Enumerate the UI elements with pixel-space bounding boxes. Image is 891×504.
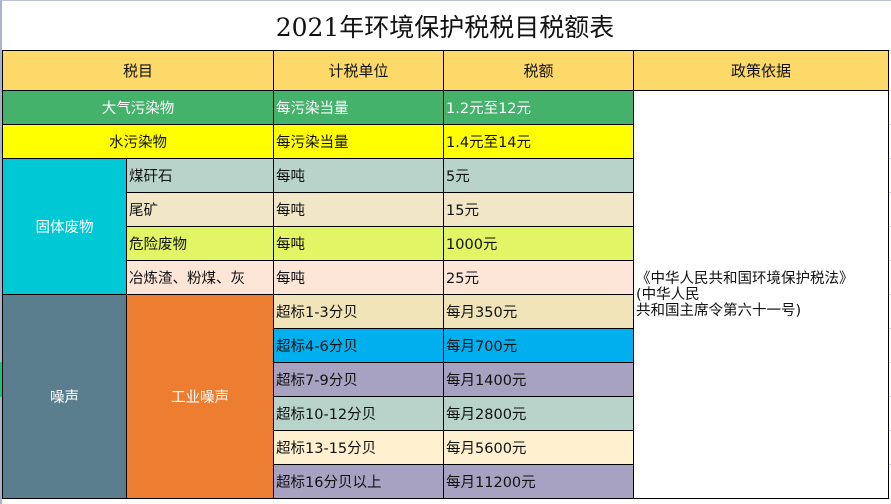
policy-line-3: 共和国主席令第六十一号) xyxy=(636,302,802,319)
header-row: 税目 计税单位 税额 政策依据 xyxy=(1,50,890,91)
amount-cell[interactable]: 每月700元 xyxy=(443,328,635,363)
group-cell-solid[interactable]: 固体废物 xyxy=(2,158,127,295)
group-cell-noise[interactable]: 噪声 xyxy=(2,294,127,499)
item-cell[interactable]: 危险废物 xyxy=(125,226,275,261)
amount-cell-air[interactable]: 1.2元至12元 xyxy=(443,90,635,125)
subgroup-cell-industrial-noise[interactable]: 工业噪声 xyxy=(125,294,275,499)
row-selection-marker xyxy=(0,362,2,397)
unit-cell[interactable]: 每吨 xyxy=(273,192,445,227)
unit-cell[interactable]: 超标4-6分贝 xyxy=(273,328,445,363)
unit-cell[interactable]: 超标10-12分贝 xyxy=(273,396,445,431)
unit-cell[interactable]: 超标13-15分贝 xyxy=(273,430,445,465)
unit-cell[interactable]: 超标16分贝以上 xyxy=(273,464,445,499)
item-cell-air[interactable]: 大气污染物 xyxy=(1,90,275,125)
table-row-noise-5: 超标16分贝以上 每月11200元 xyxy=(3,464,889,499)
unit-cell-air[interactable]: 每污染当量 xyxy=(273,90,445,125)
unit-cell-water[interactable]: 每污染当量 xyxy=(273,124,445,159)
item-cell[interactable]: 冶炼渣、粉煤、灰 xyxy=(125,260,275,295)
tax-table: 税目 计税单位 税额 政策依据 大气污染物 每污染当量 1.2元至12元 《中华… xyxy=(1,50,890,499)
unit-cell[interactable]: 每吨 xyxy=(273,158,445,193)
header-policy[interactable]: 政策依据 xyxy=(633,50,890,91)
amount-cell[interactable]: 25元 xyxy=(443,260,635,295)
table-row-solid-1: 尾矿 每吨 15元 xyxy=(3,192,889,227)
item-cell[interactable]: 煤矸石 xyxy=(125,158,275,193)
amount-cell[interactable]: 15元 xyxy=(443,192,635,227)
page-title[interactable]: 2021年环境保护税税目税额表 xyxy=(275,12,615,42)
amount-cell[interactable]: 每月11200元 xyxy=(443,464,635,499)
header-amount[interactable]: 税额 xyxy=(443,50,635,91)
table-row-solid-2: 危险废物 每吨 1000元 xyxy=(3,226,889,261)
amount-cell[interactable]: 1000元 xyxy=(443,226,635,261)
item-cell-water[interactable]: 水污染物 xyxy=(1,124,275,159)
table-row-noise-3: 超标10-12分贝 每月2800元 xyxy=(3,396,889,431)
table-row-air: 大气污染物 每污染当量 1.2元至12元 《中华人民共和国环境保护税法》 (中华… xyxy=(1,90,890,499)
unit-cell[interactable]: 每吨 xyxy=(273,260,445,295)
unit-cell[interactable]: 超标7-9分贝 xyxy=(273,362,445,397)
amount-cell[interactable]: 每月350元 xyxy=(443,294,635,329)
unit-cell[interactable]: 超标1-3分贝 xyxy=(273,294,445,329)
table-row-noise-0: 噪声 工业噪声 超标1-3分贝 每月350元 xyxy=(2,294,889,499)
amount-cell[interactable]: 每月1400元 xyxy=(443,362,635,397)
header-unit[interactable]: 计税单位 xyxy=(273,50,445,91)
table-row-noise-4: 超标13-15分贝 每月5600元 xyxy=(3,430,889,465)
amount-cell[interactable]: 每月2800元 xyxy=(443,396,635,431)
right-gridlines xyxy=(888,0,891,504)
amount-cell[interactable]: 每月5600元 xyxy=(443,430,635,465)
amount-cell-water[interactable]: 1.4元至14元 xyxy=(443,124,635,159)
header-item[interactable]: 税目 xyxy=(1,50,275,91)
unit-cell[interactable]: 每吨 xyxy=(273,226,445,261)
amount-cell[interactable]: 5元 xyxy=(443,158,635,193)
item-cell[interactable]: 尾矿 xyxy=(125,192,275,227)
policy-line-2: (中华人民 xyxy=(636,286,700,303)
policy-line-1: 《中华人民共和国环境保护税法》 xyxy=(636,270,854,287)
policy-cell[interactable]: 《中华人民共和国环境保护税法》 (中华人民 共和国主席令第六十一号) xyxy=(633,90,890,499)
table-row-noise-1: 超标4-6分贝 每月700元 xyxy=(3,328,889,363)
